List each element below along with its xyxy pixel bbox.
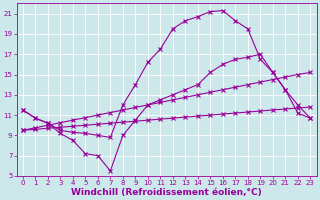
X-axis label: Windchill (Refroidissement éolien,°C): Windchill (Refroidissement éolien,°C) — [71, 188, 262, 197]
